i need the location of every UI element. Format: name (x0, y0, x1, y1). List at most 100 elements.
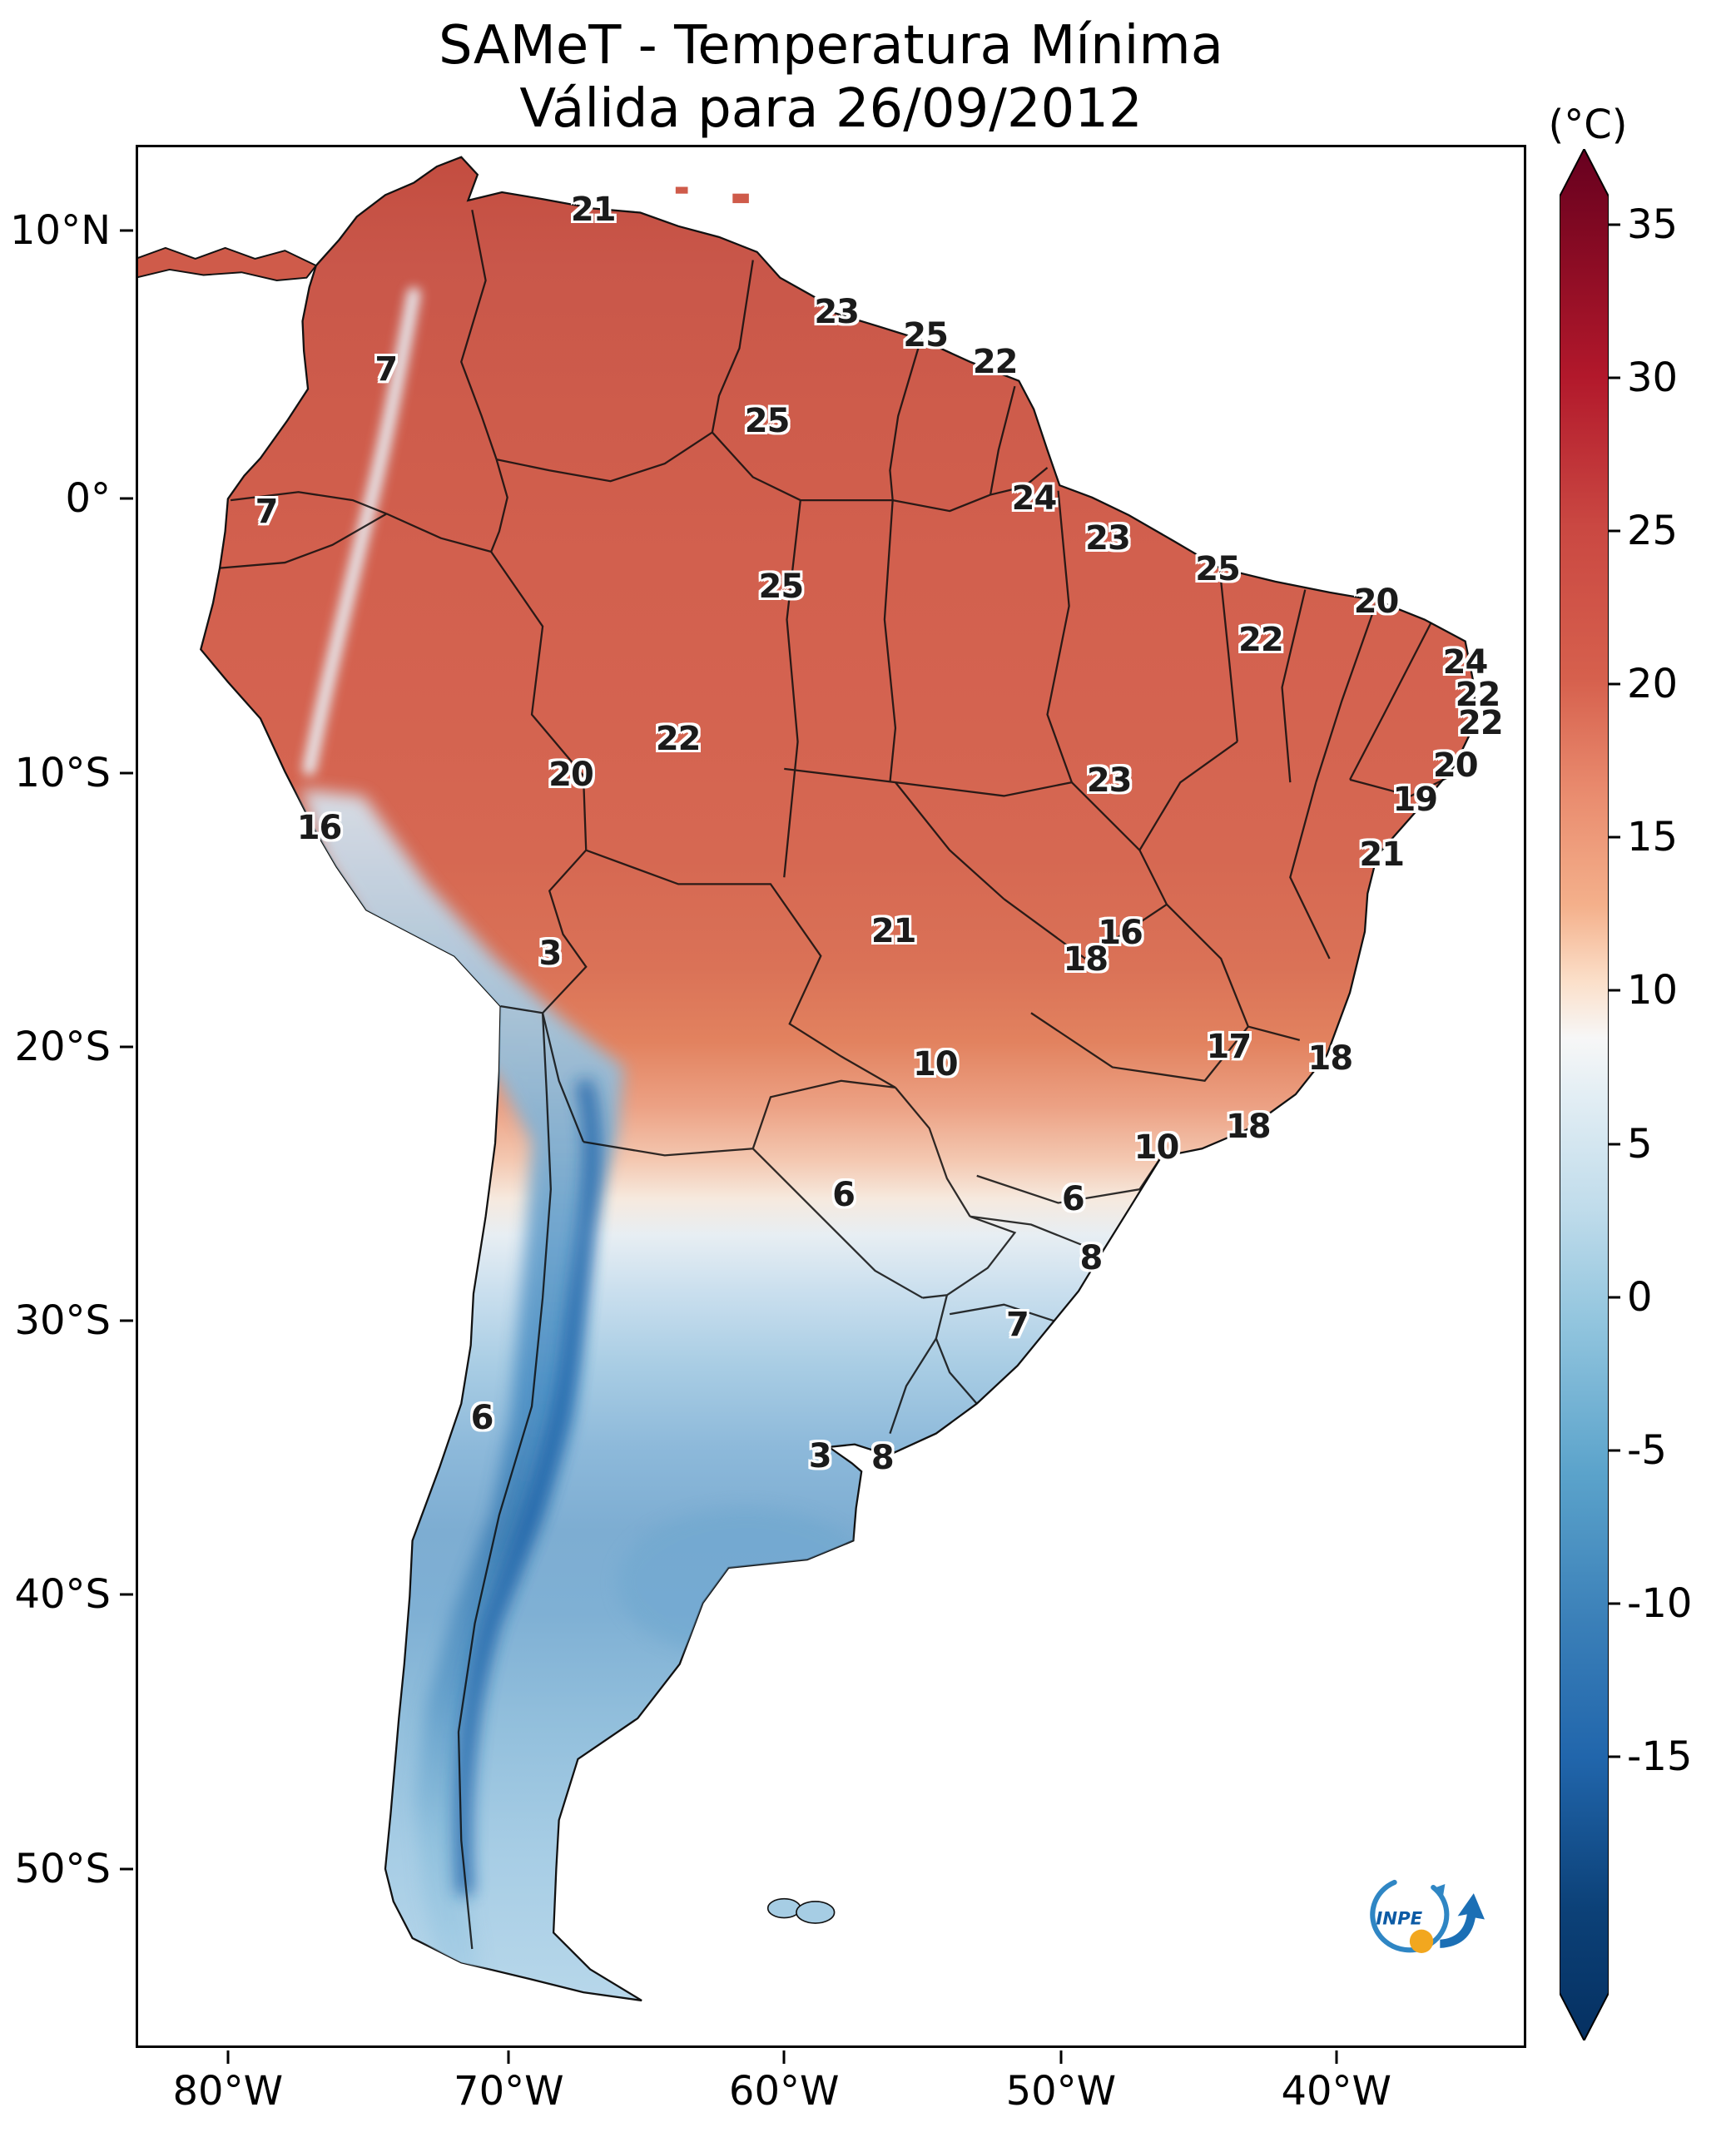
lat-tick-label: 20°S (14, 1024, 111, 1071)
station-temp-label: 16 (296, 809, 343, 848)
colorbar-tick-label: -15 (1627, 1733, 1693, 1781)
station-temp-label: 25 (1195, 550, 1241, 588)
colorbar-tick-label: 5 (1627, 1120, 1653, 1168)
colorbar-tick-label: 20 (1627, 661, 1679, 708)
station-temp-label: 16 (1098, 913, 1143, 952)
colorbar-tick-mark (1609, 682, 1620, 686)
inpe-arrow-icon (1440, 1892, 1486, 1948)
lat-tick-mark (120, 229, 133, 232)
falkland-islands (766, 1897, 836, 1924)
inpe-logo-text: INPE (1376, 1908, 1423, 1929)
station-temp-label: 7 (374, 350, 398, 389)
station-temp-label: 24 (1011, 479, 1058, 518)
station-temp-label: 8 (1079, 1238, 1104, 1277)
colorbar-tick-label: 25 (1627, 508, 1679, 555)
lat-tick-label: 10°S (14, 749, 111, 796)
colorbar-tick-mark (1609, 1296, 1620, 1299)
argentina-cold-patch (617, 1508, 875, 1658)
station-temp-label: 23 (814, 293, 860, 332)
colorbar-tick-label: 30 (1627, 355, 1679, 402)
station-temp-label: 18 (1225, 1108, 1272, 1147)
colorbar-tick-mark (1609, 989, 1620, 992)
temperature-map (136, 156, 1477, 2002)
station-temp-label: 25 (903, 315, 949, 355)
station-temp-label: 6 (1061, 1179, 1085, 1218)
lon-tick-mark (1059, 2050, 1063, 2064)
lat-tick-mark (120, 1045, 133, 1049)
inpe-orange-dot-icon (1410, 1929, 1434, 1953)
station-temp-label: 23 (1086, 761, 1133, 800)
station-temp-label: 22 (972, 342, 1019, 381)
station-temp-label: 25 (758, 567, 805, 606)
map-plot-area: INPE 10°N 0° 10°S 20°S 30°S 40°S 50°S 80°W 70°W 6… (10, 145, 1526, 2115)
political-borders (219, 210, 1461, 1950)
colorbar-tick-mark (1609, 836, 1620, 839)
map-subtitle: Válida para 26/09/2012 (519, 77, 1143, 140)
station-temp-label: 17 (1206, 1028, 1252, 1067)
lat-tick-mark (120, 1867, 133, 1871)
station-temp-label: 10 (1133, 1128, 1180, 1168)
station-temp-label: 7 (1005, 1305, 1029, 1344)
northern-andes-light-band (302, 287, 421, 776)
colorbar-tick-label: -5 (1627, 1426, 1667, 1474)
colorbar-tick-mark (1609, 223, 1620, 226)
andes-dark-core (454, 1078, 601, 1896)
lat-tick-label: 10°N (10, 206, 111, 254)
colorbar-tick-label: 10 (1627, 967, 1679, 1014)
station-temp-label: 20 (1432, 746, 1479, 785)
station-temp-label: 6 (832, 1176, 856, 1215)
lon-tick-mark (1335, 2050, 1338, 2064)
station-temp-label: 22 (655, 719, 702, 758)
inpe-swirl-arrowhead-icon (1431, 1883, 1446, 1900)
map-title: SAMeT - Temperatura Mínima (439, 15, 1223, 77)
title-block: SAMeT - Temperatura Mínima Válida para 2… (136, 15, 1526, 141)
colorbar-tick-label: -10 (1627, 1579, 1693, 1627)
lat-tick-mark (120, 497, 133, 500)
station-temp-label: 22 (1458, 704, 1504, 743)
station-temp-label: 3 (538, 934, 563, 973)
inpe-swirl-icon (1370, 1879, 1450, 1953)
station-temp-label: 7 (255, 493, 279, 532)
island-trinidad (732, 193, 749, 204)
lon-tick-mark (226, 2050, 230, 2064)
inpe-logo: INPE (1351, 1862, 1486, 1976)
station-temp-label: 24 (1442, 643, 1489, 682)
lon-tick-label: 80°W (172, 2068, 284, 2115)
lon-tick-label: 40°W (1281, 2068, 1392, 2115)
lon-tick-label: 50°W (1005, 2068, 1117, 2115)
lat-tick-label: 40°S (14, 1571, 111, 1619)
station-temp-label: 20 (548, 755, 594, 794)
colorbar-tick-mark (1609, 1449, 1620, 1452)
station-temp-label: 23 (1085, 519, 1131, 558)
lon-tick-label: 60°W (728, 2068, 840, 2115)
colorbar-tick-mark (1609, 376, 1620, 379)
station-temp-label: 18 (1307, 1039, 1354, 1078)
lon-tick-mark (507, 2050, 510, 2064)
lon-tick-mark (782, 2050, 786, 2064)
station-temp-label: 25 (744, 401, 791, 440)
colorbar-tick-label: 15 (1627, 814, 1679, 861)
panama-strip (136, 246, 318, 281)
station-temp-label: 19 (1392, 780, 1438, 819)
station-temp-label: 21 (870, 911, 917, 950)
island-margarita (675, 186, 688, 194)
colorbar-tick-mark (1609, 529, 1620, 533)
lat-tick-mark (120, 1319, 133, 1322)
station-temp-label: 8 (870, 1439, 895, 1478)
station-temp-label: 21 (1359, 836, 1405, 875)
lat-tick-label: 30°S (14, 1297, 111, 1345)
andes-cold-band (300, 789, 624, 1983)
station-temp-label: 3 (808, 1436, 832, 1475)
colorbar: 35 30 25 20 15 10 5 0 -5 -10 -15 (1560, 149, 1692, 2040)
lat-tick-mark (120, 1593, 133, 1596)
station-temp-label: 20 (1353, 582, 1400, 621)
station-temp-label: 21 (570, 190, 617, 229)
colorbar-tick-mark (1609, 1143, 1620, 1146)
lat-tick-label: 0° (65, 475, 111, 523)
station-temp-label: 22 (1238, 620, 1284, 659)
station-temp-label: 6 (470, 1399, 494, 1437)
colorbar-unit-label: (°C) (1548, 102, 1628, 148)
lat-tick-label: 50°S (14, 1845, 111, 1892)
colorbar-gradient (1560, 149, 1609, 2040)
